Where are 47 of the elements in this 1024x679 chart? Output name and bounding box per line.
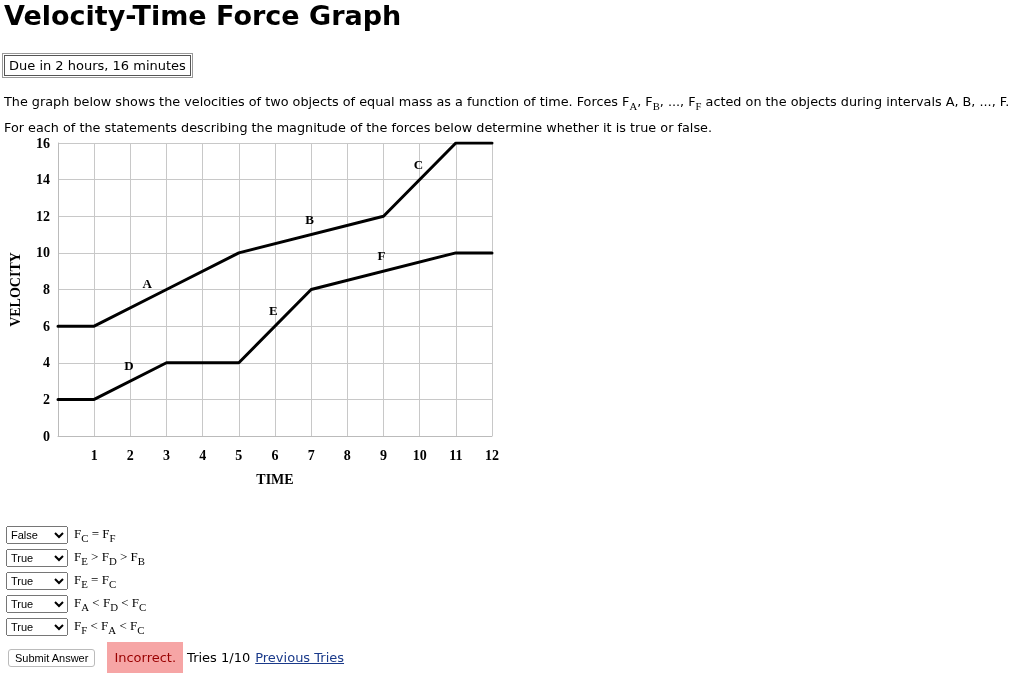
- text: F$_{F}$ < F$_{A}$ < F$_{C}$: [74, 618, 145, 636]
- dropdown-field: True: [6, 572, 68, 590]
- x-tick-label: 1: [90, 447, 98, 463]
- text: Submit Answer: [8, 648, 96, 667]
- chart-subtitle: The graph below shows the velocities of two objects of equal mass as a function of time. Forces F$_{A}$, F$_{B}$, ..., F$_{F}$ acted on the objects during intervals A, B, ..., F. For each of the statements describing the magnitude of the forces below determine whether it is true or false.: [4, 94, 1010, 135]
- x-tick-label: 7: [307, 447, 315, 463]
- dropdown-field: True: [6, 618, 68, 636]
- dropdown-field: True: [6, 549, 68, 567]
- annotation: F: [377, 248, 386, 264]
- x-tick-label: 8: [343, 447, 351, 463]
- y-tick-label: 0: [43, 428, 50, 444]
- y-tick-label: 2: [43, 391, 50, 407]
- text: Previous Tries: [255, 650, 345, 665]
- dropdown-field: True: [6, 595, 68, 613]
- dropdown-field: False: [6, 526, 68, 544]
- text: Tries 1/10: [187, 650, 251, 665]
- text: F$_{E}$ = F$_{C}$: [74, 572, 117, 590]
- annotation: E: [269, 303, 278, 319]
- text: Due in 2 hours, 16 minutes: [4, 55, 191, 76]
- text: F$_{C}$ = F$_{F}$: [74, 526, 116, 544]
- y-tick-label: 16: [36, 135, 50, 151]
- x-tick-label: 10: [412, 447, 427, 463]
- y-tick-label: 4: [43, 355, 50, 371]
- x-tick-label: 2: [126, 447, 134, 463]
- annotation: A: [142, 275, 153, 291]
- x-tick-label: 9: [380, 447, 387, 463]
- annotation: C: [413, 156, 424, 172]
- y-tick-label: 12: [36, 208, 50, 224]
- chart-title: Velocity-Time Force Graph: [4, 0, 402, 31]
- line-series: [56, 251, 494, 401]
- annotation: B: [305, 211, 315, 227]
- text: F$_{A}$ < F$_{D}$ < F$_{C}$: [74, 595, 147, 613]
- annotation: D: [124, 358, 134, 374]
- x-tick-label: 4: [199, 447, 207, 463]
- x-tick-label: 6: [271, 447, 279, 463]
- y-axis-title: VELOCITY: [7, 252, 23, 327]
- x-tick-label: 3: [163, 447, 170, 463]
- y-tick-label: 6: [43, 318, 50, 334]
- text: Incorrect.: [107, 642, 184, 673]
- y-tick-label: 14: [36, 172, 50, 188]
- x-tick-label: 5: [235, 447, 243, 463]
- y-tick-label: 8: [43, 282, 50, 297]
- x-axis-title: TIME: [256, 471, 294, 487]
- text: F$_{E}$ > F$_{D}$ > F$_{B}$: [74, 549, 146, 567]
- x-tick-label: 12: [485, 447, 499, 463]
- x-tick-label: 11: [449, 447, 463, 463]
- y-tick-label: 10: [36, 245, 50, 261]
